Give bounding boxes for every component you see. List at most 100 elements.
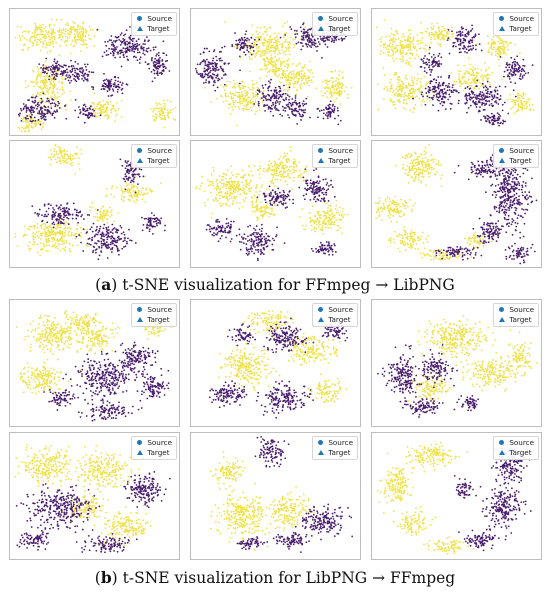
scatter-point xyxy=(49,102,52,105)
scatter-point xyxy=(116,247,119,250)
scatter-point xyxy=(30,80,32,83)
scatter-point xyxy=(403,93,405,96)
scatter-point xyxy=(260,50,263,53)
scatter-point xyxy=(437,96,440,99)
scatter-point xyxy=(235,43,237,46)
scatter-point xyxy=(441,104,444,107)
scatter-point xyxy=(172,108,175,111)
scatter-point xyxy=(204,86,207,89)
scatter-point xyxy=(194,67,197,70)
scatter-point xyxy=(347,93,349,96)
scatter-point xyxy=(21,48,23,51)
scatter-point xyxy=(216,59,218,62)
scatter-point xyxy=(409,48,412,51)
scatter-point xyxy=(402,82,404,85)
scatter-point xyxy=(419,84,422,86)
source-series xyxy=(14,143,162,257)
scatter-point xyxy=(123,246,125,248)
scatter-point xyxy=(278,51,281,54)
scatter-point xyxy=(52,31,55,33)
scatter-point xyxy=(419,86,422,89)
scatter-point xyxy=(254,101,257,104)
scatter-point xyxy=(105,228,108,231)
scatter-point xyxy=(163,126,166,129)
scatter-point xyxy=(114,46,116,49)
scatter-point xyxy=(287,43,290,46)
scatter-point xyxy=(474,68,477,71)
scatter-point xyxy=(123,34,125,37)
scatter-point xyxy=(470,81,473,84)
scatter-point xyxy=(162,40,165,43)
scatter-point xyxy=(245,39,248,42)
scatter-point xyxy=(431,34,433,36)
scatter-point xyxy=(119,34,122,36)
scatter-point xyxy=(431,98,434,101)
scatter-point xyxy=(391,49,394,52)
scatter-point xyxy=(325,79,328,81)
scatter-point xyxy=(517,98,519,100)
scatter-point xyxy=(307,37,310,40)
scatter-point xyxy=(70,59,72,62)
scatter-point xyxy=(326,39,329,41)
scatter-point xyxy=(58,95,61,98)
scatter-point xyxy=(174,106,177,109)
scatter-point xyxy=(281,115,284,117)
scatter-point xyxy=(311,72,314,74)
scatter-point xyxy=(56,161,58,163)
scatter-point xyxy=(460,51,462,54)
scatter-point xyxy=(100,250,102,253)
scatter-point xyxy=(457,102,460,105)
scatter-point xyxy=(107,40,109,43)
scatter-point xyxy=(55,64,58,67)
scatter-point xyxy=(130,179,133,182)
scatter-point xyxy=(251,84,254,86)
scatter-point xyxy=(154,77,156,79)
scatter-point xyxy=(74,69,76,72)
scatter-point xyxy=(59,73,62,76)
scatter-point xyxy=(151,56,153,59)
scatter-point xyxy=(78,75,81,77)
scatter-point xyxy=(225,85,228,88)
scatter-point xyxy=(47,92,50,95)
scatter-point xyxy=(494,48,497,51)
scatter-point xyxy=(45,36,48,38)
scatter-point xyxy=(27,228,29,230)
scatter-point xyxy=(70,31,73,34)
scatter-point xyxy=(472,96,475,99)
scatter-point xyxy=(438,62,441,65)
scatter-point xyxy=(61,78,64,80)
scatter-point xyxy=(432,78,435,81)
scatter-point xyxy=(252,50,255,52)
scatter-point xyxy=(480,69,483,71)
scatter-point xyxy=(392,89,395,92)
scatter-point xyxy=(72,45,75,48)
scatter-point xyxy=(135,56,137,59)
scatter-point xyxy=(79,50,82,53)
scatter-point xyxy=(281,25,284,28)
scatter-point xyxy=(99,107,102,110)
scatter-point xyxy=(307,35,310,38)
scatter-point xyxy=(302,114,305,117)
scatter-point xyxy=(96,103,99,106)
scatter-point xyxy=(265,75,268,78)
scatter-point xyxy=(290,70,293,73)
scatter-point xyxy=(272,103,275,106)
scatter-point xyxy=(341,38,344,41)
scatter-point xyxy=(286,89,289,92)
scatter-point xyxy=(508,75,511,78)
scatter-point xyxy=(431,62,434,65)
scatter-point xyxy=(130,239,133,242)
scatter-point xyxy=(470,48,473,51)
scatter-point xyxy=(111,185,114,187)
scatter-point xyxy=(462,27,464,30)
scatter-point xyxy=(278,85,280,88)
scatter-point xyxy=(229,91,231,94)
scatter-point xyxy=(56,88,58,90)
scatter-point xyxy=(112,237,115,240)
scatter-point xyxy=(94,107,97,110)
scatter-point xyxy=(248,41,250,44)
scatter-point xyxy=(498,113,500,116)
scatter-point xyxy=(88,26,91,28)
scatter-point xyxy=(51,112,54,115)
scatter-point xyxy=(476,79,479,82)
